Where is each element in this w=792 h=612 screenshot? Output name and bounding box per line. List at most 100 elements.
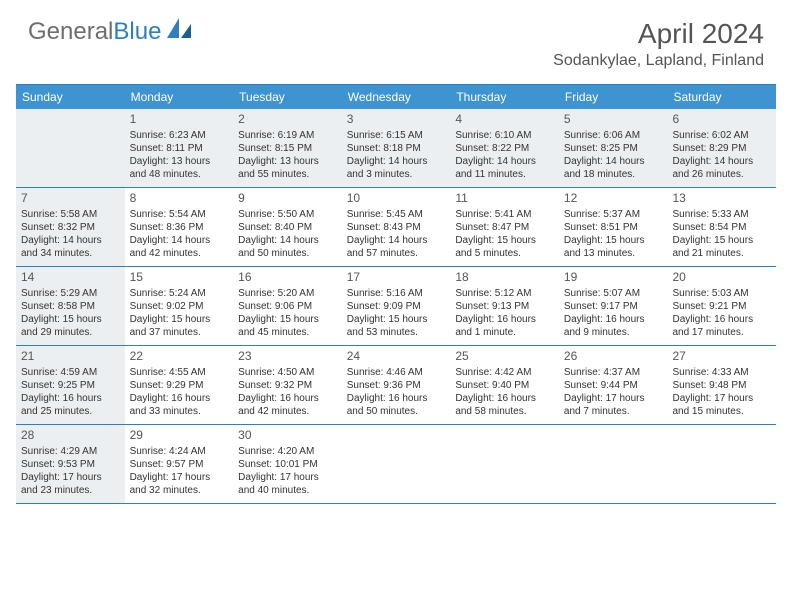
day-header: Thursday (450, 85, 559, 109)
daylight-text: and 26 minutes. (672, 168, 771, 181)
day-cell: 18Sunrise: 5:12 AMSunset: 9:13 PMDayligh… (450, 267, 559, 345)
daylight-text: Daylight: 16 hours (672, 313, 771, 326)
daylight-text: and 55 minutes. (238, 168, 337, 181)
day-number: 22 (130, 349, 229, 365)
day-header: Saturday (667, 85, 776, 109)
day-number: 21 (21, 349, 120, 365)
daylight-text: and 15 minutes. (672, 405, 771, 418)
daylight-text: Daylight: 13 hours (238, 155, 337, 168)
day-number: 1 (130, 112, 229, 128)
daylight-text: Daylight: 15 hours (564, 234, 663, 247)
day-header: Tuesday (233, 85, 342, 109)
daylight-text: and 5 minutes. (455, 247, 554, 260)
sunset-text: Sunset: 9:21 PM (672, 300, 771, 313)
day-number: 27 (672, 349, 771, 365)
daylight-text: and 57 minutes. (347, 247, 446, 260)
day-header: Sunday (16, 85, 125, 109)
sunrise-text: Sunrise: 4:29 AM (21, 445, 120, 458)
day-cell: 9Sunrise: 5:50 AMSunset: 8:40 PMDaylight… (233, 188, 342, 266)
logo-text-1: General (28, 18, 113, 46)
daylight-text: Daylight: 14 hours (455, 155, 554, 168)
day-cell: 26Sunrise: 4:37 AMSunset: 9:44 PMDayligh… (559, 346, 668, 424)
sunrise-text: Sunrise: 4:20 AM (238, 445, 337, 458)
daylight-text: and 34 minutes. (21, 247, 120, 260)
sunrise-text: Sunrise: 5:58 AM (21, 208, 120, 221)
day-number: 3 (347, 112, 446, 128)
sunset-text: Sunset: 9:32 PM (238, 379, 337, 392)
day-cell: 6Sunrise: 6:02 AMSunset: 8:29 PMDaylight… (667, 109, 776, 187)
location: Sodankylae, Lapland, Finland (553, 52, 764, 70)
sunrise-text: Sunrise: 5:50 AM (238, 208, 337, 221)
day-header: Monday (125, 85, 234, 109)
day-number: 2 (238, 112, 337, 128)
day-number: 16 (238, 270, 337, 286)
day-number: 17 (347, 270, 446, 286)
daylight-text: Daylight: 15 hours (347, 313, 446, 326)
daylight-text: Daylight: 16 hours (455, 392, 554, 405)
day-number: 12 (564, 191, 663, 207)
sunset-text: Sunset: 9:29 PM (130, 379, 229, 392)
daylight-text: and 17 minutes. (672, 326, 771, 339)
day-cell: 4Sunrise: 6:10 AMSunset: 8:22 PMDaylight… (450, 109, 559, 187)
calendar: SundayMondayTuesdayWednesdayThursdayFrid… (16, 84, 776, 504)
daylight-text: and 40 minutes. (238, 484, 337, 497)
day-number: 13 (672, 191, 771, 207)
day-cell: 16Sunrise: 5:20 AMSunset: 9:06 PMDayligh… (233, 267, 342, 345)
daylight-text: Daylight: 17 hours (672, 392, 771, 405)
week-row: 28Sunrise: 4:29 AMSunset: 9:53 PMDayligh… (16, 425, 776, 504)
sunset-text: Sunset: 8:40 PM (238, 221, 337, 234)
week-row: 14Sunrise: 5:29 AMSunset: 8:58 PMDayligh… (16, 267, 776, 346)
sunrise-text: Sunrise: 6:02 AM (672, 129, 771, 142)
daylight-text: Daylight: 14 hours (238, 234, 337, 247)
daylight-text: and 7 minutes. (564, 405, 663, 418)
daylight-text: and 50 minutes. (347, 405, 446, 418)
day-cell: 30Sunrise: 4:20 AMSunset: 10:01 PMDaylig… (233, 425, 342, 503)
day-cell: 23Sunrise: 4:50 AMSunset: 9:32 PMDayligh… (233, 346, 342, 424)
sunset-text: Sunset: 9:25 PM (21, 379, 120, 392)
sunset-text: Sunset: 10:01 PM (238, 458, 337, 471)
day-number: 29 (130, 428, 229, 444)
sunset-text: Sunset: 8:29 PM (672, 142, 771, 155)
daylight-text: Daylight: 15 hours (672, 234, 771, 247)
daylight-text: Daylight: 16 hours (347, 392, 446, 405)
sunrise-text: Sunrise: 4:46 AM (347, 366, 446, 379)
day-number: 28 (21, 428, 120, 444)
daylight-text: and 45 minutes. (238, 326, 337, 339)
logo-text-2: Blue (113, 18, 161, 46)
month-title: April 2024 (553, 18, 764, 50)
sunrise-text: Sunrise: 6:23 AM (130, 129, 229, 142)
sunset-text: Sunset: 9:02 PM (130, 300, 229, 313)
daylight-text: and 58 minutes. (455, 405, 554, 418)
sunset-text: Sunset: 8:15 PM (238, 142, 337, 155)
day-number: 10 (347, 191, 446, 207)
header: GeneralBlue April 2024 Sodankylae, Lapla… (0, 0, 792, 76)
daylight-text: and 3 minutes. (347, 168, 446, 181)
sunset-text: Sunset: 9:48 PM (672, 379, 771, 392)
day-cell (559, 425, 668, 503)
daylight-text: Daylight: 15 hours (21, 313, 120, 326)
daylight-text: and 48 minutes. (130, 168, 229, 181)
daylight-text: and 33 minutes. (130, 405, 229, 418)
daylight-text: and 9 minutes. (564, 326, 663, 339)
daylight-text: and 50 minutes. (238, 247, 337, 260)
daylight-text: and 29 minutes. (21, 326, 120, 339)
day-cell: 3Sunrise: 6:15 AMSunset: 8:18 PMDaylight… (342, 109, 451, 187)
daylight-text: and 53 minutes. (347, 326, 446, 339)
sunrise-text: Sunrise: 6:15 AM (347, 129, 446, 142)
daylight-text: and 11 minutes. (455, 168, 554, 181)
sunset-text: Sunset: 9:09 PM (347, 300, 446, 313)
day-cell (16, 109, 125, 187)
sunrise-text: Sunrise: 5:33 AM (672, 208, 771, 221)
day-cell: 12Sunrise: 5:37 AMSunset: 8:51 PMDayligh… (559, 188, 668, 266)
sunset-text: Sunset: 8:47 PM (455, 221, 554, 234)
day-number: 9 (238, 191, 337, 207)
sunrise-text: Sunrise: 4:55 AM (130, 366, 229, 379)
day-cell: 17Sunrise: 5:16 AMSunset: 9:09 PMDayligh… (342, 267, 451, 345)
daylight-text: and 42 minutes. (130, 247, 229, 260)
day-cell: 2Sunrise: 6:19 AMSunset: 8:15 PMDaylight… (233, 109, 342, 187)
week-row: 1Sunrise: 6:23 AMSunset: 8:11 PMDaylight… (16, 109, 776, 188)
day-cell: 25Sunrise: 4:42 AMSunset: 9:40 PMDayligh… (450, 346, 559, 424)
sunset-text: Sunset: 8:32 PM (21, 221, 120, 234)
day-number: 6 (672, 112, 771, 128)
day-number: 4 (455, 112, 554, 128)
